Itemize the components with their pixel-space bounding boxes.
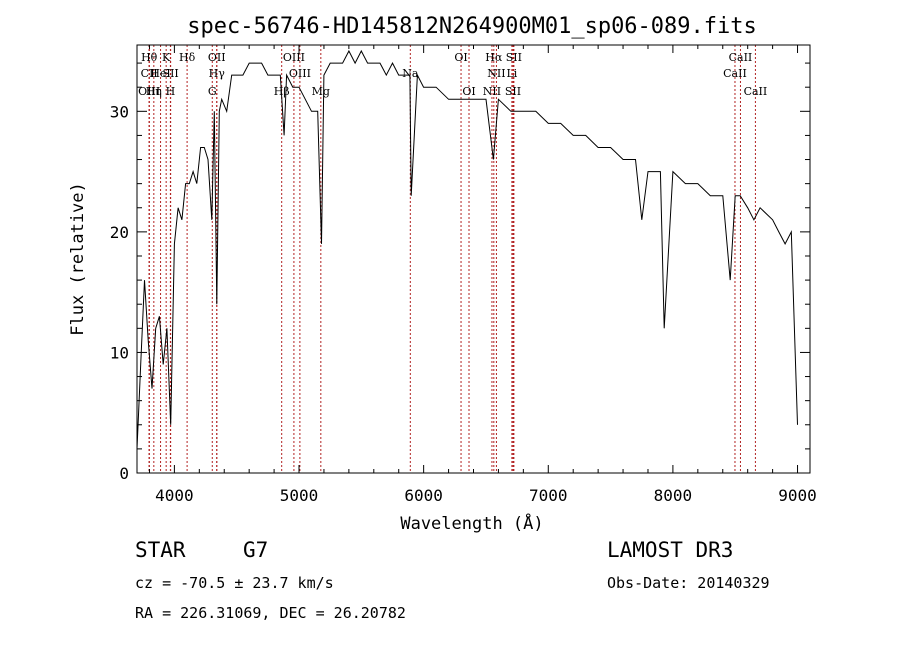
spectral-line-label: OIII bbox=[138, 85, 160, 98]
coordinates: RA = 226.31069, DEC = 26.20782 bbox=[135, 604, 406, 622]
spectral-line-label: Mg bbox=[312, 85, 330, 98]
y-tick-label: 20 bbox=[110, 223, 129, 242]
spectral-line-label: HeI bbox=[150, 67, 170, 80]
spectral-line-label: NII bbox=[483, 85, 501, 98]
spectral-line-label: Hγ bbox=[209, 67, 226, 80]
x-tick-label: 7000 bbox=[529, 486, 568, 505]
spectral-line-label: Hδ bbox=[179, 51, 196, 64]
chart-title: spec-56746-HD145812N264900M01_sp06-089.f… bbox=[187, 14, 757, 39]
spectral-line-markers bbox=[148, 45, 756, 473]
spectral-line-label: CII bbox=[141, 67, 158, 80]
y-axis-ticks: 0 10 20 30 bbox=[110, 62, 810, 483]
redshift-velocity: cz = -70.5 ± 23.7 km/s bbox=[135, 574, 334, 592]
spectral-line-label: OIII bbox=[283, 51, 305, 64]
spectral-line-label: Hα bbox=[485, 51, 503, 64]
spectral-line-label: SII bbox=[505, 85, 521, 98]
spectral-line-label: Li bbox=[506, 67, 517, 80]
spectral-line-label: OIII bbox=[289, 67, 311, 80]
spectral-line-label: Hθ bbox=[141, 51, 158, 64]
spectral-line-label: K bbox=[162, 51, 171, 64]
spectral-line-label: Hη bbox=[146, 85, 162, 98]
y-tick-label: 0 bbox=[119, 464, 129, 483]
x-tick-label: 9000 bbox=[778, 486, 817, 505]
spectral-line-label: CaII bbox=[744, 85, 768, 98]
y-axis-label: Flux (relative) bbox=[68, 182, 88, 336]
x-tick-label: 6000 bbox=[404, 486, 443, 505]
spectral-line-label: G bbox=[208, 85, 217, 98]
survey-name: LAMOST DR3 bbox=[607, 538, 734, 562]
spectral-line-label: Na bbox=[402, 67, 419, 80]
x-tick-label: 8000 bbox=[654, 486, 693, 505]
x-tick-label: 5000 bbox=[280, 486, 319, 505]
plot-frame bbox=[136, 44, 811, 474]
y-tick-label: 10 bbox=[110, 343, 129, 362]
spectral-line-label: SII bbox=[163, 67, 179, 80]
spectral-line-label: OI bbox=[454, 51, 467, 64]
x-axis-label: Wavelength (Å) bbox=[400, 512, 543, 534]
object-class: STAR bbox=[135, 538, 186, 562]
spectral-line-label: SII bbox=[506, 51, 522, 64]
x-axis-ticks: 4000 5000 6000 7000 8000 9000 bbox=[148, 45, 817, 505]
spectral-line-label: H bbox=[166, 85, 176, 98]
spectral-line-label: CaII bbox=[729, 51, 753, 64]
spectrum-line bbox=[136, 49, 798, 449]
y-tick-label: 30 bbox=[110, 102, 129, 121]
spectral-line-label: CaII bbox=[723, 67, 747, 80]
x-tick-label: 4000 bbox=[155, 486, 194, 505]
spectral-line-label: OI bbox=[462, 85, 475, 98]
subclass: G7 bbox=[243, 538, 269, 562]
spectral-line-label: OII bbox=[208, 51, 226, 64]
spectral-line-label: NII bbox=[487, 67, 505, 80]
observation-date: Obs-Date: 20140329 bbox=[607, 574, 770, 592]
